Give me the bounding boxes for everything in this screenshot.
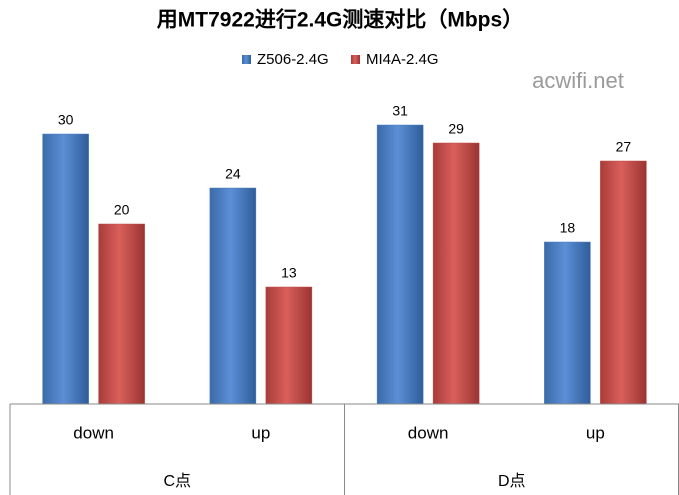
value-label: 31 (392, 103, 408, 119)
value-label: 20 (114, 202, 130, 218)
x-tick-label: up (586, 423, 605, 442)
bar (376, 124, 424, 405)
group-label: C点 (163, 472, 191, 490)
x-tick-label: down (73, 423, 114, 442)
bar (265, 286, 313, 405)
legend-swatch (242, 55, 251, 64)
value-label: 18 (560, 220, 576, 236)
legend-swatch (351, 55, 360, 64)
value-label: 30 (58, 112, 74, 128)
bar (42, 133, 89, 405)
legend-label: Z506-2.4G (257, 51, 329, 68)
bar (98, 223, 145, 405)
value-label: 24 (225, 166, 241, 182)
bar (432, 142, 480, 405)
bar (600, 160, 647, 405)
bar (544, 241, 591, 405)
bar (209, 187, 257, 405)
value-label: 29 (448, 121, 464, 137)
watermark: acwifi.net (532, 68, 624, 93)
x-tick-label: up (251, 423, 270, 442)
group-label: D点 (498, 472, 526, 490)
chart-title: 用MT7922进行2.4G测速对比（Mbps） (157, 8, 523, 32)
x-tick-label: down (408, 423, 449, 442)
value-label: 13 (281, 265, 297, 281)
legend-label: MI4A-2.4G (366, 51, 439, 68)
value-label: 27 (616, 139, 632, 155)
